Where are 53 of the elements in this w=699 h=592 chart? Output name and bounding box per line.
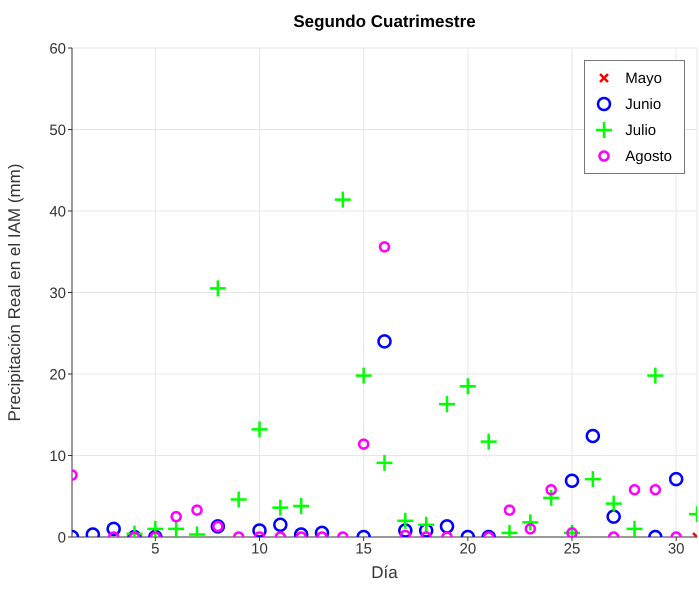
point bbox=[566, 527, 578, 537]
y-tick-label: 10 bbox=[49, 448, 66, 465]
point bbox=[334, 190, 352, 209]
y-tick-label: 30 bbox=[49, 284, 66, 302]
point bbox=[396, 511, 415, 530]
point bbox=[378, 241, 390, 253]
point bbox=[191, 504, 203, 516]
point bbox=[375, 454, 394, 472]
x-tick-label: 30 bbox=[668, 540, 685, 558]
legend-label: Junio bbox=[625, 96, 662, 112]
point bbox=[504, 504, 516, 516]
point bbox=[273, 518, 288, 532]
point bbox=[521, 513, 540, 532]
point bbox=[354, 366, 373, 385]
point bbox=[606, 509, 621, 524]
point bbox=[170, 510, 182, 522]
point bbox=[250, 420, 269, 439]
legend-label: Julio bbox=[625, 122, 656, 138]
y-tick-label: 60 bbox=[49, 40, 66, 58]
point bbox=[628, 484, 640, 496]
point bbox=[438, 394, 456, 414]
point bbox=[229, 490, 248, 509]
legend-label: Mayo bbox=[625, 70, 662, 86]
point bbox=[564, 474, 580, 488]
chart-title: Segundo Cuatrimestre bbox=[292, 12, 477, 32]
x-tick-label: 15 bbox=[355, 540, 372, 558]
point bbox=[479, 432, 498, 451]
y-tick-label: 40 bbox=[49, 203, 66, 220]
point bbox=[524, 523, 536, 535]
point bbox=[208, 279, 228, 298]
y-tick-label: 50 bbox=[49, 122, 66, 139]
point bbox=[586, 428, 600, 444]
point bbox=[668, 472, 684, 486]
x-tick-label: 5 bbox=[151, 540, 160, 558]
point bbox=[584, 470, 602, 488]
point bbox=[545, 484, 557, 496]
point bbox=[458, 376, 478, 396]
x-tick-label: 20 bbox=[459, 540, 476, 558]
point bbox=[646, 366, 665, 385]
point bbox=[377, 334, 392, 349]
x-tick-label: 10 bbox=[251, 540, 268, 558]
x-tick-label: 25 bbox=[564, 540, 580, 558]
point bbox=[604, 494, 623, 513]
point bbox=[650, 484, 662, 496]
y-tick-label: 20 bbox=[49, 366, 66, 384]
point bbox=[271, 498, 290, 517]
point bbox=[358, 438, 370, 450]
x-axis-title: Día bbox=[371, 563, 398, 582]
point bbox=[292, 496, 310, 516]
legend-label: Agosto bbox=[625, 148, 672, 164]
point bbox=[625, 520, 644, 537]
y-tick-label: 0 bbox=[58, 529, 66, 546]
point bbox=[146, 520, 165, 537]
